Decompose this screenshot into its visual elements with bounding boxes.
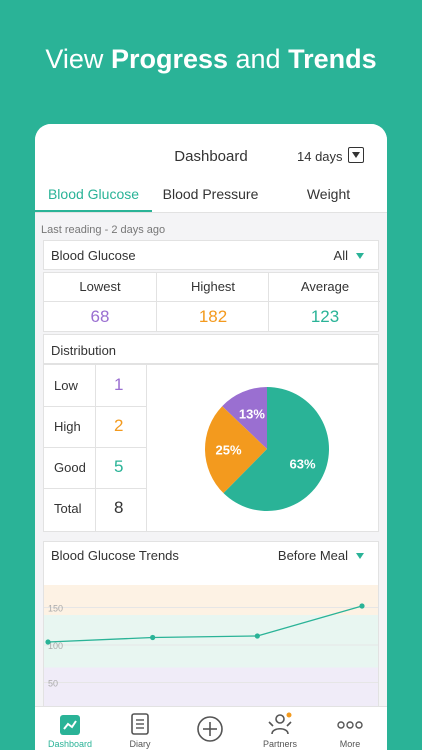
- trend-point: [254, 633, 260, 639]
- stat-highest: Highest 182: [156, 273, 269, 331]
- range-label[interactable]: 14 days: [297, 149, 343, 164]
- distribution-header: Distribution: [43, 334, 379, 364]
- divider: [95, 365, 96, 531]
- high-range-band: [44, 585, 378, 615]
- summary-title: Blood Glucose: [51, 248, 136, 263]
- stat-lowest: Lowest 68: [44, 273, 156, 331]
- tabbar-label: Diary: [129, 739, 151, 749]
- headline-bold2: Trends: [288, 44, 377, 74]
- tabbar-label: Partners: [262, 739, 297, 749]
- summary-filter[interactable]: All: [333, 248, 348, 263]
- active-tab-indicator: [35, 210, 152, 212]
- tabbar-item-dashboard[interactable]: Dashboard: [35, 707, 105, 750]
- pie-label: 25%: [216, 443, 242, 458]
- y-tick-label: 100: [48, 641, 63, 651]
- last-reading: Last reading - 2 days ago: [41, 224, 166, 236]
- pie-label: 13%: [239, 407, 265, 422]
- partners-icon: [268, 712, 292, 735]
- add-icon: [197, 716, 223, 742]
- summary-header: Blood Glucose All: [43, 240, 379, 270]
- trends-filter[interactable]: Before Meal: [277, 548, 348, 563]
- stat-value: 123: [310, 307, 340, 326]
- distribution-pie-chart: 13% 25% 63%: [205, 387, 329, 511]
- tabbar-item-partners[interactable]: Partners: [245, 707, 315, 750]
- tabbar-item-add[interactable]: [175, 707, 245, 750]
- distribution-label: Total: [54, 501, 82, 516]
- distribution-value: 1: [114, 375, 124, 394]
- headline-part2: and: [228, 44, 289, 74]
- tabbar-item-more[interactable]: More: [315, 707, 385, 750]
- app-card: Dashboard 14 days Blood Glucose Blood Pr…: [35, 124, 387, 750]
- distribution-value: 2: [114, 416, 124, 435]
- tabbar-item-diary[interactable]: Diary: [105, 707, 175, 750]
- distribution-title: Distribution: [51, 343, 117, 358]
- distribution-row-low: Low 1: [44, 365, 146, 407]
- stat-label: Lowest: [79, 279, 121, 294]
- trend-point: [45, 639, 51, 645]
- caret-down-icon[interactable]: [356, 553, 364, 559]
- stat-average: Average 123: [268, 273, 381, 331]
- tabbar-label: More: [339, 739, 361, 749]
- diary-icon: [131, 713, 149, 735]
- bottom-tab-bar: Dashboard Diary P: [35, 706, 387, 750]
- stats-panel: Lowest 68 Highest 182 Average 123: [43, 272, 381, 332]
- pie-slice: [205, 406, 267, 494]
- stat-value: 182: [198, 307, 228, 326]
- stat-label: Highest: [190, 279, 236, 294]
- trends-title: Blood Glucose Trends: [51, 548, 179, 563]
- distribution-panel: Low 1 High 2 Good 5 Total 8 13% 25% 63%: [43, 364, 379, 532]
- dashboard-icon: [60, 715, 80, 735]
- trend-point: [150, 634, 156, 641]
- distribution-row-high: High 2: [44, 406, 146, 448]
- headline-bold1: Progress: [110, 44, 228, 74]
- divider: [146, 365, 147, 531]
- distribution-row-good: Good 5: [44, 447, 146, 489]
- stats-divider: [44, 301, 380, 302]
- tab-blood-glucose[interactable]: Blood Glucose: [47, 186, 140, 202]
- tab-blood-pressure[interactable]: Blood Pressure: [162, 186, 259, 202]
- headline: View Progress and Trends: [0, 44, 422, 75]
- trend-line: [47, 605, 363, 643]
- headline-part1: View: [45, 44, 111, 74]
- distribution-label: Low: [54, 378, 78, 393]
- more-icon: [337, 721, 363, 729]
- page-title: Dashboard: [174, 148, 248, 165]
- range-dropdown-button[interactable]: [348, 147, 364, 163]
- stat-label: Average: [300, 279, 350, 294]
- stat-value: 68: [90, 307, 110, 326]
- target-range-band: [44, 615, 378, 668]
- pie-label: 63%: [290, 457, 316, 472]
- pie-slice: [223, 387, 329, 511]
- top-bar: Dashboard 14 days Blood Glucose Blood Pr…: [35, 124, 387, 213]
- tab-weight[interactable]: Weight: [306, 186, 351, 202]
- chevron-down-icon: [352, 152, 360, 158]
- distribution-row-total: Total 8: [44, 488, 146, 529]
- distribution-label: Good: [54, 460, 86, 475]
- y-tick-label: 50: [48, 679, 58, 689]
- y-tick-label: 150: [48, 604, 63, 614]
- distribution-value: 5: [114, 457, 124, 476]
- caret-down-icon[interactable]: [356, 253, 364, 259]
- distribution-value: 8: [114, 498, 124, 517]
- pie-slice: [222, 387, 267, 449]
- trend-point: [359, 603, 365, 609]
- trends-panel: Blood Glucose Trends Before Meal 150 100 5…: [43, 541, 379, 731]
- tabbar-label: Dashboard: [47, 739, 93, 749]
- distribution-label: High: [54, 419, 81, 434]
